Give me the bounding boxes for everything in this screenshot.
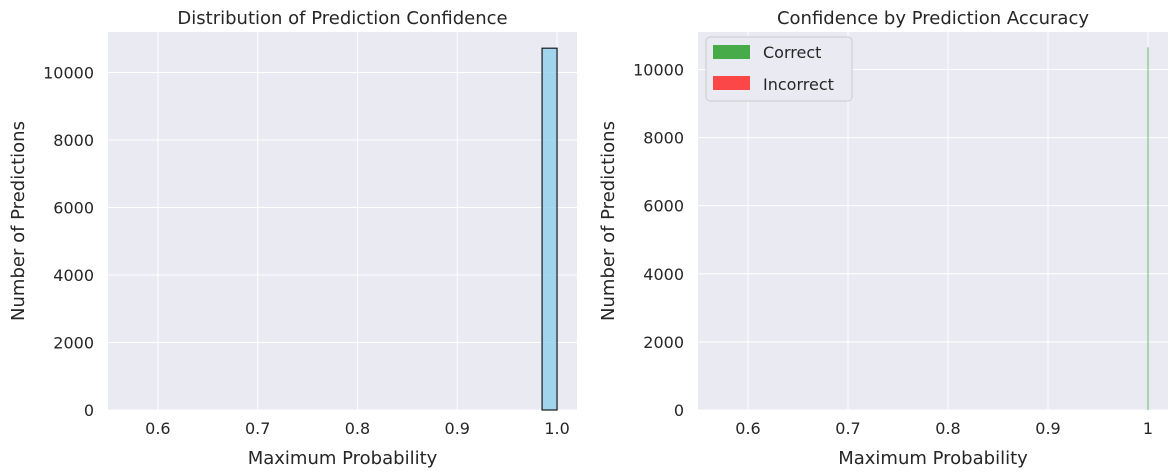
y-tick-label: 6000 (53, 199, 94, 218)
x-axis-label: Maximum Probability (838, 448, 1028, 469)
legend-swatch-correct (713, 45, 750, 59)
plot-area (108, 32, 577, 410)
chart-confidence-by-accuracy: 0.6 0.7 0.8 0.9 1 0 2000 4000 6000 8000 10000 Con… (598, 8, 1168, 469)
y-tick-label: 8000 (643, 129, 684, 148)
y-tick-label: 4000 (643, 265, 684, 284)
x-tick-label: 0.6 (735, 419, 760, 438)
x-tick-labels: 0.6 0.7 0.8 0.9 1 (735, 419, 1153, 438)
y-tick-label: 0 (674, 401, 684, 420)
y-tick-labels: 0 2000 4000 6000 8000 10000 (633, 60, 684, 420)
x-tick-label: 0.8 (935, 419, 960, 438)
y-tick-label: 0 (84, 401, 94, 420)
y-tick-label: 10000 (43, 64, 94, 83)
y-tick-label: 2000 (53, 334, 94, 353)
y-axis-label: Number of Predictions (598, 121, 619, 321)
y-tick-label: 10000 (633, 60, 684, 79)
legend-label-incorrect: Incorrect (763, 75, 834, 94)
y-axis-label: Number of Predictions (8, 121, 29, 321)
x-tick-label: 0.9 (1035, 419, 1060, 438)
histogram-bars (1147, 47, 1149, 410)
x-tick-label: 0.8 (345, 419, 370, 438)
y-tick-label: 6000 (643, 197, 684, 216)
x-tick-labels: 0.6 0.7 0.8 0.9 1.0 (145, 419, 570, 438)
histogram-bars (541, 47, 558, 411)
histogram-bar (541, 47, 558, 411)
x-tick-label: 0.7 (835, 419, 860, 438)
legend-label-correct: Correct (763, 43, 821, 62)
chart-title: Distribution of Prediction Confidence (177, 8, 507, 29)
x-tick-label: 0.6 (145, 419, 170, 438)
chart-confidence-distribution: 0.6 0.7 0.8 0.9 1.0 0 2000 4000 6000 8000 10000 D… (8, 8, 577, 469)
y-tick-label: 2000 (643, 333, 684, 352)
histogram-bar-correct (1147, 47, 1149, 410)
x-axis-label: Maximum Probability (248, 448, 438, 469)
x-tick-label: 0.7 (245, 419, 270, 438)
x-tick-label: 1 (1143, 419, 1153, 438)
y-tick-label: 4000 (53, 266, 94, 285)
y-tick-labels: 0 2000 4000 6000 8000 10000 (43, 64, 94, 421)
legend: Correct Incorrect (705, 36, 853, 102)
x-tick-label: 0.9 (445, 419, 470, 438)
x-tick-label: 1.0 (544, 419, 569, 438)
legend-swatch-incorrect (713, 76, 750, 90)
chart-title: Confidence by Prediction Accuracy (777, 8, 1089, 29)
y-tick-label: 8000 (53, 131, 94, 150)
